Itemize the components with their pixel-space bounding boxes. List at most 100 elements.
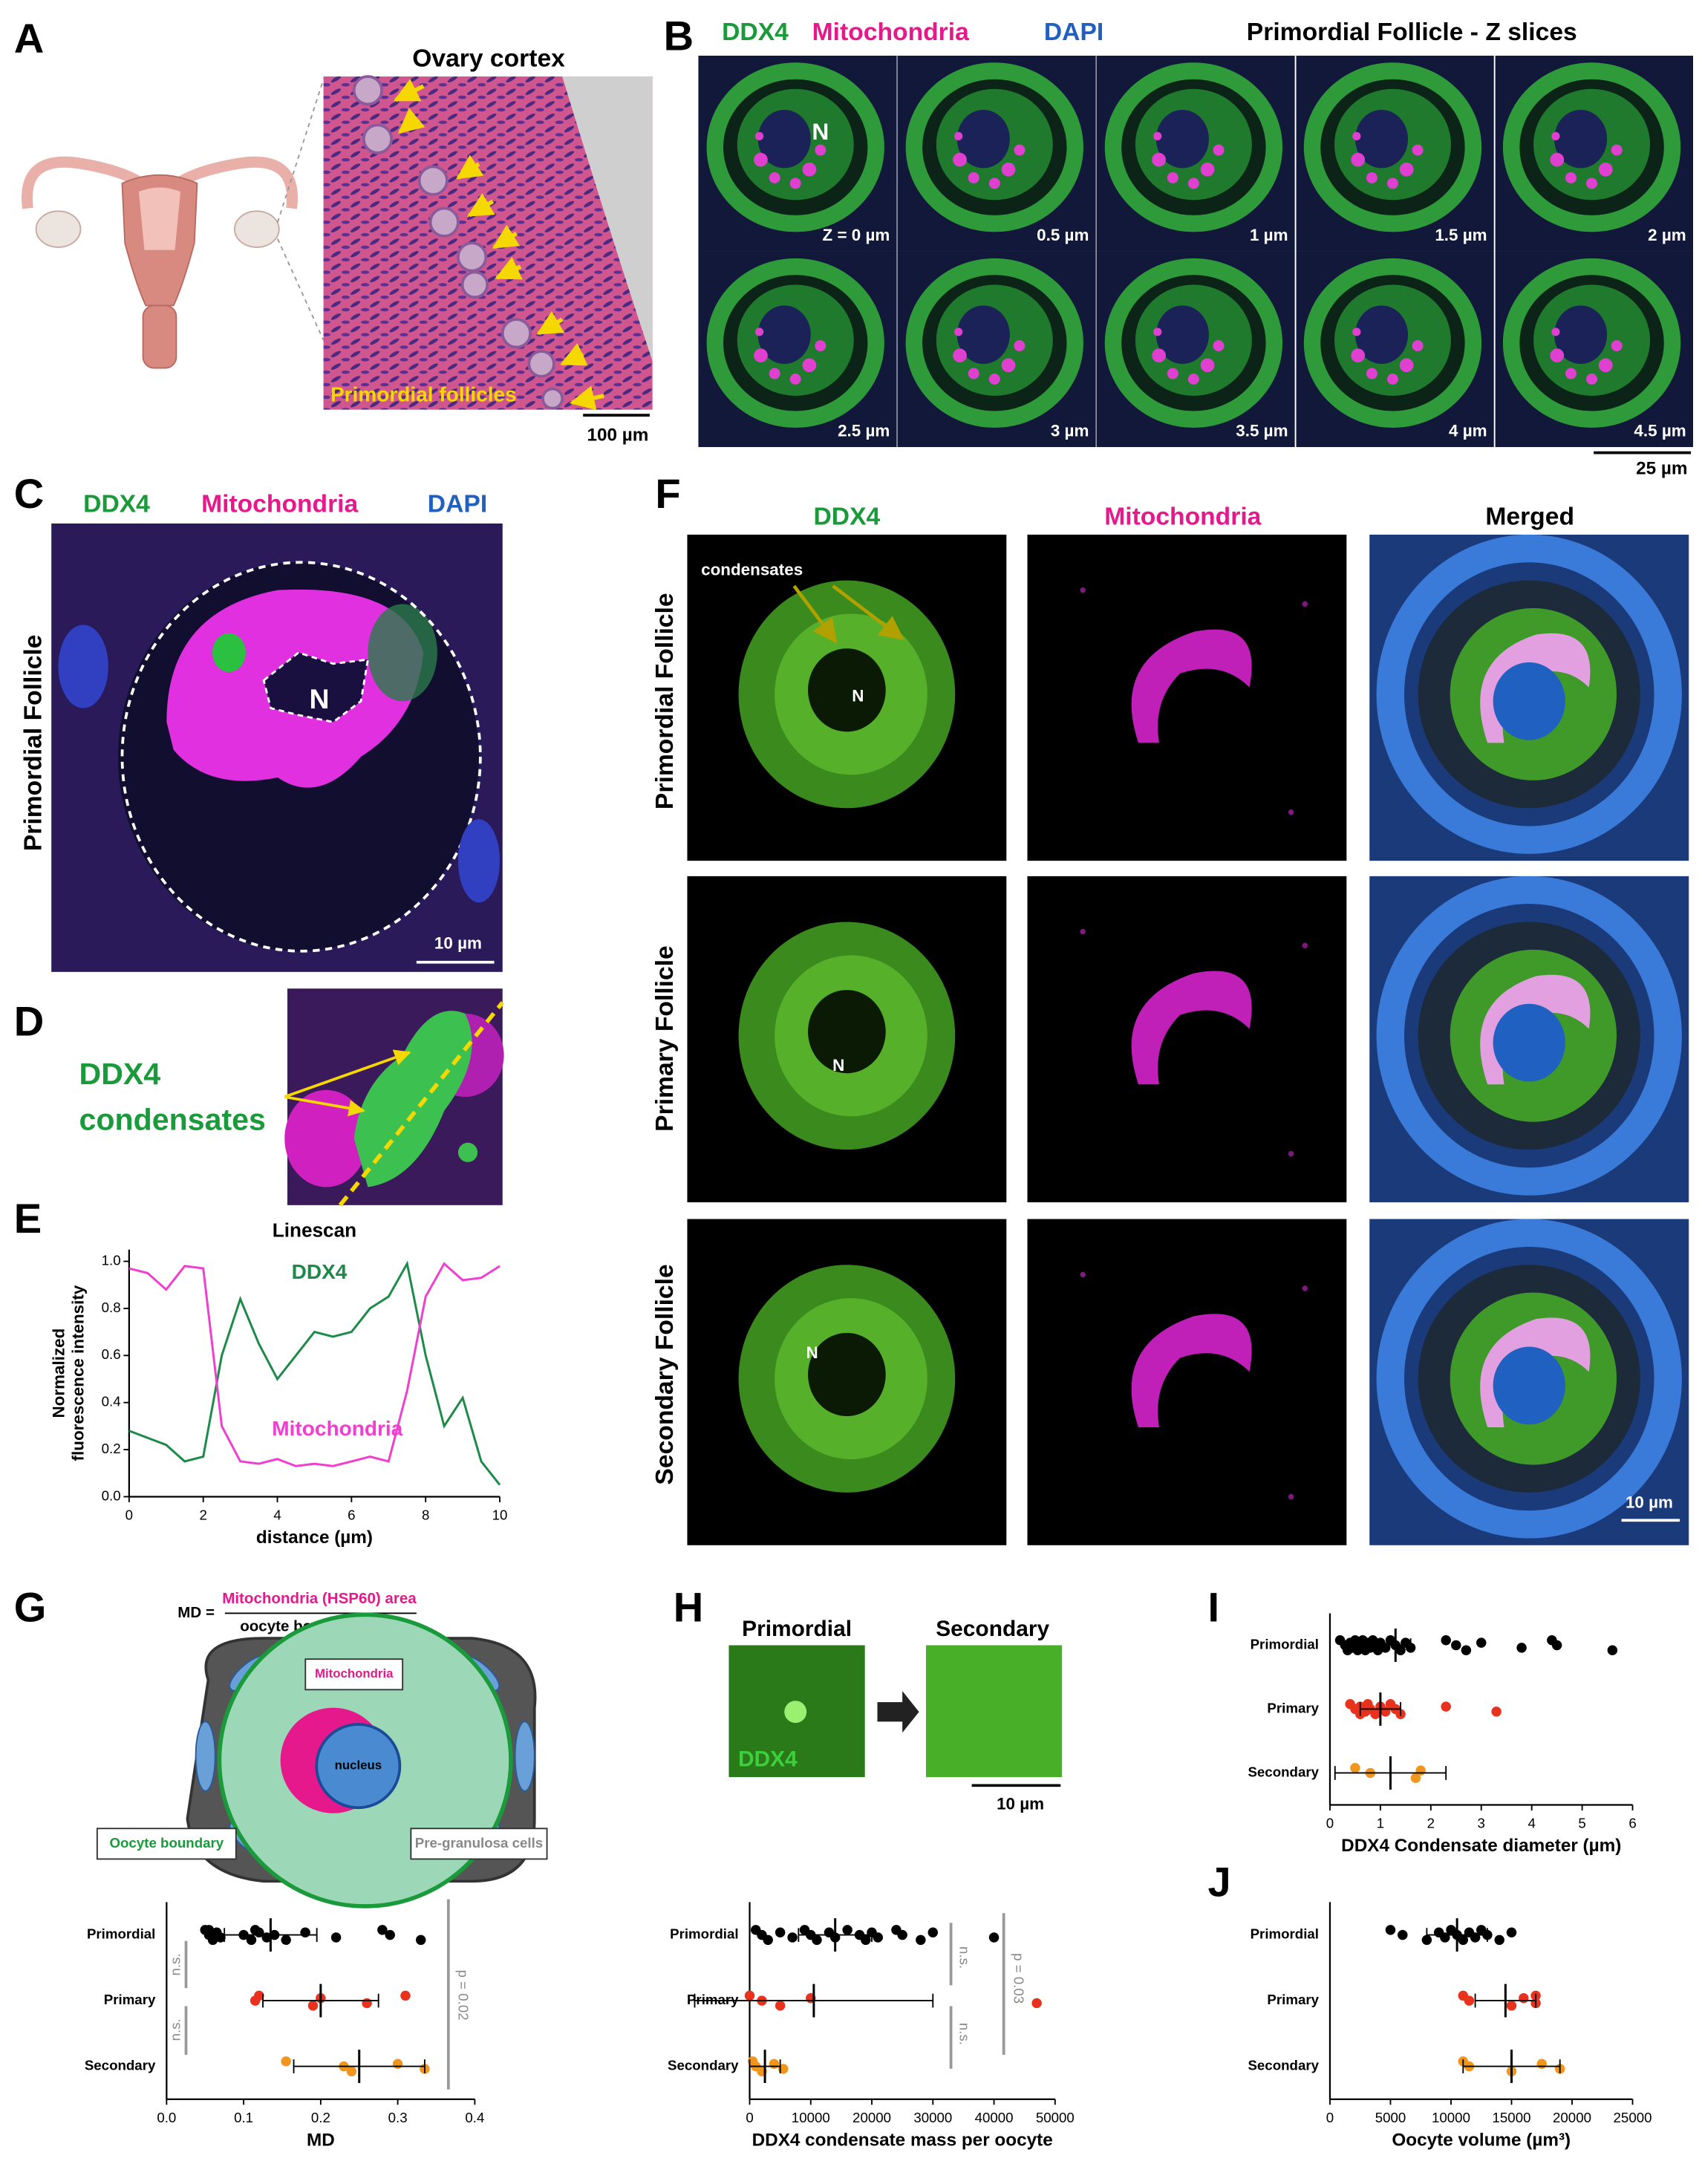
x-tick-label: 1 (1377, 1816, 1384, 1831)
x-tick-label: 25000 (1614, 2110, 1652, 2125)
x-tick-label: 10000 (792, 2110, 830, 2125)
follicle-diagram (96, 1612, 548, 1908)
x-tick-label: 0 (1326, 2110, 1334, 2125)
dot (775, 1927, 786, 1937)
dot (1395, 1645, 1406, 1655)
stat-annotation: n.s. (956, 1946, 972, 1969)
x-tick-label: 20000 (1553, 2110, 1591, 2125)
diagram-label: Mitochondria (315, 1666, 394, 1681)
dot (300, 1927, 310, 1937)
x-tick-label: 15000 (1493, 2110, 1531, 2125)
z-slice (1097, 56, 1295, 252)
condensate-label: DDX4 (79, 1057, 161, 1091)
condensate-images (728, 1645, 1063, 1787)
x-tick-label: 50000 (1036, 2110, 1075, 2125)
dot (330, 1932, 342, 1943)
dot (1031, 1998, 1042, 2009)
y-tick-label: 0.6 (102, 1346, 121, 1362)
panel-label: G (14, 1584, 47, 1631)
z-slice (897, 56, 1095, 252)
micrograph (1027, 876, 1347, 1203)
category-label: Primary (687, 1992, 739, 2007)
stat-annotation: p = 0.02 (456, 1970, 472, 2021)
dot (1441, 1635, 1451, 1646)
micrograph (687, 876, 1007, 1203)
column-label: DDX4 (814, 503, 881, 530)
category-label: Primordial (1251, 1636, 1319, 1652)
x-tick-label: 2 (199, 1507, 206, 1523)
y-tick-label: 0.8 (102, 1300, 121, 1315)
y-tick-label: 0.2 (102, 1441, 121, 1456)
column-label: Secondary (936, 1617, 1049, 1641)
x-tick-label: 4 (273, 1507, 281, 1523)
dot (1441, 1701, 1451, 1712)
nucleus-label: N (806, 1343, 818, 1362)
x-axis-label: Oocyte volume (µm³) (1392, 2130, 1571, 2150)
dot (873, 1932, 883, 1943)
dot (1415, 1765, 1426, 1776)
stat-annotation: n.s. (956, 2023, 972, 2045)
panel-label: B (664, 12, 694, 59)
z-label: 1 µm (1250, 226, 1288, 244)
z-label: 3 µm (1051, 421, 1089, 440)
x-tick-label: 5 (1578, 1816, 1585, 1831)
x-tick-label: 10000 (1432, 2110, 1470, 2125)
x-tick-label: 30000 (913, 2110, 952, 2125)
x-tick-label: 0.2 (311, 2110, 330, 2125)
dot (1458, 1934, 1469, 1946)
x-tick-label: 5000 (1375, 2110, 1406, 2125)
dot (1494, 1934, 1504, 1946)
stain-label: DDX4 (83, 491, 150, 518)
nucleus-label: N (812, 118, 829, 145)
uterus-illustration (22, 79, 325, 369)
formula-numerator: Mitochondria (HSP60) area (222, 1590, 417, 1607)
formula: MD = (177, 1604, 215, 1621)
z-slice (1495, 56, 1693, 252)
condensate-annotation: condensates (701, 560, 803, 578)
scale-label: 25 µm (1636, 458, 1687, 478)
panel-label: C (14, 470, 45, 517)
panel-label: J (1207, 1859, 1230, 1906)
dot (281, 1934, 291, 1946)
dot (1350, 1763, 1360, 1773)
dot (1398, 1929, 1408, 1940)
row-label: Primordial Follicle (20, 635, 48, 852)
x-tick-label: 40000 (975, 2110, 1014, 2125)
dot (362, 1998, 372, 2009)
x-tick-label: 0.3 (388, 2110, 408, 2125)
category-label: Primordial (87, 1926, 155, 1942)
z-label: 4.5 µm (1634, 421, 1686, 440)
x-tick-label: 6 (1628, 1816, 1636, 1831)
dot (1506, 1927, 1517, 1937)
dot (1516, 1643, 1527, 1653)
scale-label: 10 µm (434, 933, 482, 952)
dot (1491, 1707, 1502, 1717)
dot (1464, 1995, 1475, 2006)
stain-label: DDX4 (722, 19, 789, 46)
histology-annotation: Primordial follicles (330, 382, 517, 405)
dot (1410, 1773, 1421, 1783)
nucleus-label: N (832, 1056, 844, 1075)
panel-label: A (14, 15, 45, 62)
stat-annotation: n.s. (167, 2018, 183, 2041)
category-label: Primordial (1251, 1926, 1319, 1942)
x-tick-label: 3 (1478, 1816, 1485, 1831)
stain-label: DDX4 (738, 1747, 798, 1772)
dot (1506, 2001, 1517, 2011)
stat-annotation: n.s. (167, 1953, 183, 1975)
z-slice (698, 56, 896, 252)
dot (763, 1934, 773, 1946)
dot (897, 1929, 907, 1940)
dot (1451, 1640, 1461, 1651)
stain-label: Mitochondria (201, 491, 358, 518)
z-slice-grid (698, 55, 1693, 448)
dot (203, 1925, 215, 1935)
dot (392, 2058, 403, 2069)
series-label: Mitochondria (272, 1417, 402, 1440)
dot (416, 1934, 426, 1946)
x-axis-label: DDX4 Condensate diameter (µm) (1341, 1836, 1621, 1856)
x-tick-label: 6 (348, 1507, 355, 1523)
dot (1385, 1925, 1396, 1935)
scale-label: 100 µm (587, 426, 648, 446)
dot (988, 1932, 1000, 1943)
